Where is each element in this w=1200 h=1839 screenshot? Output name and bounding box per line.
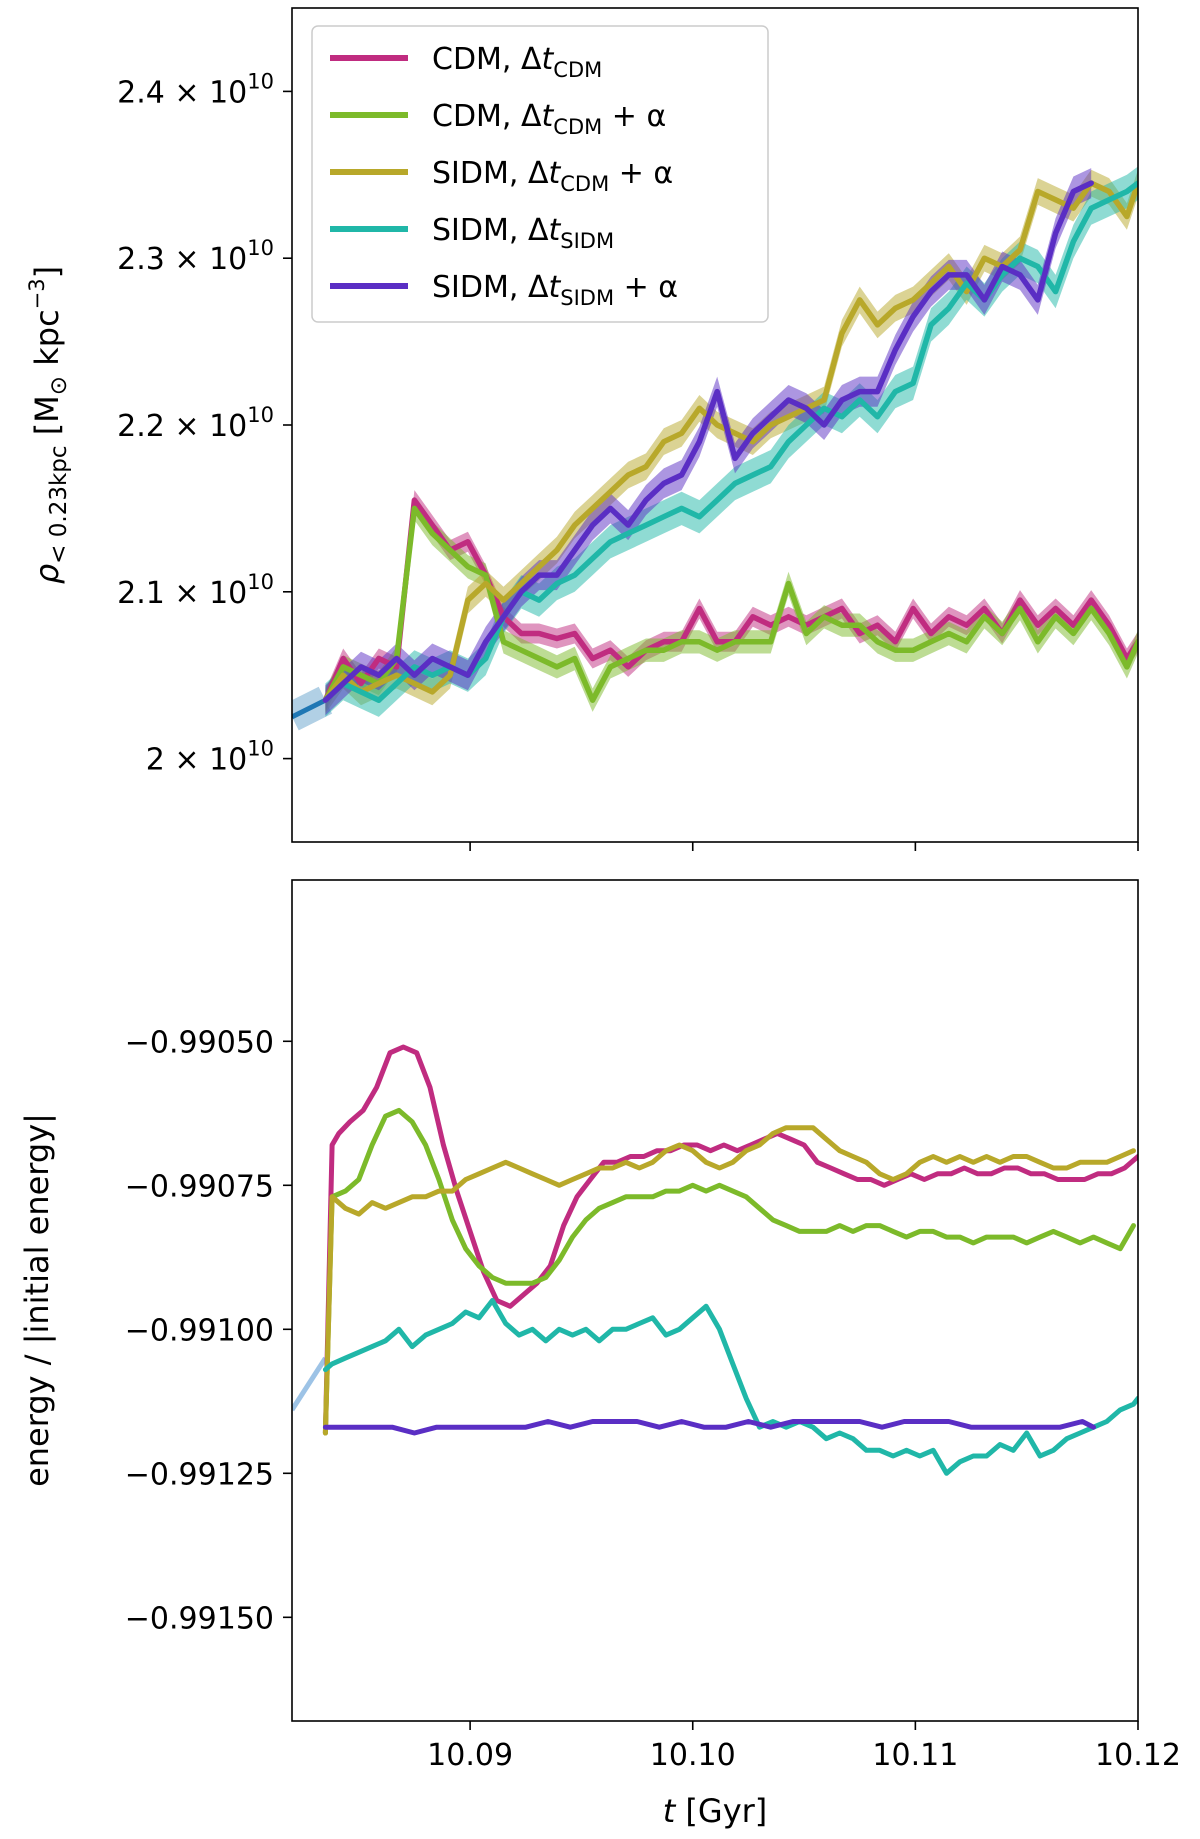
- plot-area: [292, 166, 1138, 731]
- legend-label-subscript: SIDM: [560, 229, 614, 253]
- y-tick-label-3: −0.99100: [125, 1313, 274, 1348]
- legend-label-base: CDM, Δ: [432, 42, 542, 77]
- x-tick-label-4: 10.12: [1095, 1738, 1181, 1773]
- plot-area: [292, 1044, 1138, 1476]
- y-tick-label-2: −0.99075: [125, 1169, 274, 1204]
- y-label-subscript: < 0.23kpc: [46, 445, 72, 563]
- y-tick-exponent: 10: [247, 69, 274, 93]
- legend-label-1: CDM, ΔtCDM: [432, 42, 602, 82]
- x-tick-label-3: 10.11: [872, 1738, 958, 1773]
- y-label-exponent: −3: [25, 278, 49, 309]
- y-label-kpc: kpc: [28, 309, 66, 376]
- legend-label-t: t: [542, 99, 555, 134]
- legend-label-suffix: + α: [602, 99, 666, 134]
- x-tick-label-2: 10.10: [650, 1738, 736, 1773]
- x-label-unit: [Gyr]: [675, 1792, 767, 1830]
- legend-label-suffix: + α: [614, 270, 678, 305]
- line-series-3: [322, 180, 1138, 703]
- y-label-rho: ρ: [28, 564, 66, 584]
- y-tick-label-3: 2.2 × 1010: [117, 403, 274, 444]
- x-axis-label: t [Gyr]: [663, 1792, 768, 1830]
- line-series-3: [322, 1125, 1136, 1436]
- legend-label-base: SIDM, Δ: [432, 270, 549, 305]
- legend-label-5: SIDM, ΔtSIDM + α: [432, 270, 678, 310]
- legend-label-subscript: SIDM: [560, 286, 614, 310]
- line-series-5: [322, 1419, 1096, 1436]
- y-tick-label-1: −0.99050: [125, 1025, 274, 1060]
- y-tick-label-4: 2.3 × 1010: [117, 236, 274, 277]
- energy-panel: 10.09 10.10 10.11 10.12 −0.99050 −0.99075 −0.9…: [18, 879, 1181, 1830]
- legend-label-base: SIDM, Δ: [432, 156, 549, 191]
- y-tick-mantissa: 2 × 10: [146, 743, 247, 778]
- x-tick-label-1: 10.09: [427, 1738, 513, 1773]
- band-series-2: [325, 496, 1138, 712]
- y-tick-label-4: −0.99125: [125, 1457, 274, 1492]
- y-tick-label-5: 2.4 × 1010: [117, 69, 274, 110]
- legend-box: [311, 25, 769, 323]
- legend-label-subscript: CDM: [560, 172, 609, 196]
- y-tick-label-2: 2.1 × 1010: [117, 570, 274, 611]
- x-label-t: t: [663, 1792, 677, 1830]
- y-axis-label: ρ< 0.23kpc [M⊙ kpc−3]: [25, 266, 72, 584]
- y-tick-mantissa: 2.3 × 10: [117, 242, 247, 277]
- line-series-2: [322, 505, 1138, 703]
- line-series-2: [322, 1107, 1136, 1436]
- y-tick-mantissa: 2.4 × 10: [117, 75, 247, 110]
- y-tick-label-1: 2 × 1010: [146, 737, 274, 778]
- y-tick-exponent: 10: [247, 236, 274, 260]
- y-tick-mantissa: 2.1 × 10: [117, 576, 247, 611]
- legend-label-t: t: [548, 156, 561, 191]
- legend-label-4: SIDM, ΔtSIDM: [432, 213, 614, 253]
- line-series-5: [322, 180, 1094, 703]
- y-label-sun: ⊙: [46, 376, 72, 395]
- shared-line: [292, 1356, 328, 1412]
- legend-label-2: CDM, ΔtCDM + α: [432, 99, 666, 139]
- y-label-unit-open: [M: [28, 395, 66, 445]
- y-label-unit-close: ]: [28, 266, 66, 278]
- legend-label-t: t: [548, 270, 561, 305]
- plot-frame: [291, 879, 1139, 1722]
- legend-label-3: SIDM, ΔtCDM + α: [432, 156, 673, 196]
- y-tick-label-5: −0.99150: [125, 1601, 274, 1636]
- y-tick-exponent: 10: [247, 403, 274, 427]
- legend-label-t: t: [542, 42, 555, 77]
- legend-label-subscript: CDM: [553, 115, 602, 139]
- y-tick-exponent: 10: [247, 570, 274, 594]
- line-series-4: [322, 1298, 1138, 1476]
- legend-label-t: t: [548, 213, 561, 248]
- y-axis-label: energy / |initial energy|: [18, 1113, 56, 1487]
- legend-label-suffix: + α: [609, 156, 673, 191]
- legend-label-base: SIDM, Δ: [432, 213, 549, 248]
- legend-label-subscript: CDM: [553, 58, 602, 82]
- y-tick-mantissa: 2.2 × 10: [117, 409, 247, 444]
- y-tick-exponent: 10: [247, 737, 274, 761]
- legend-label-base: CDM, Δ: [432, 99, 542, 134]
- shared-line: [292, 697, 327, 720]
- line-series-1: [322, 1044, 1138, 1436]
